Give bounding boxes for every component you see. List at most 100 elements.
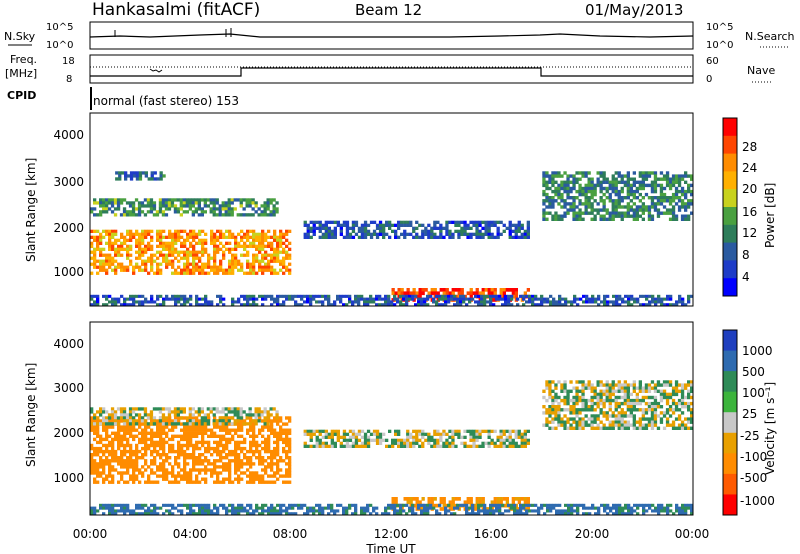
heatmap-cell (354, 441, 359, 445)
heatmap-cell (261, 425, 265, 429)
heatmap-cell (597, 297, 601, 301)
heatmap-cell (499, 500, 503, 505)
heatmap-cell (635, 217, 639, 221)
heatmap-cell (191, 198, 195, 202)
heatmap-cell (659, 405, 664, 409)
heatmap-cell (457, 435, 461, 439)
heatmap-cell (572, 174, 576, 178)
heatmap-cell (264, 268, 268, 272)
heatmap-cell (629, 205, 633, 209)
heatmap-cell (537, 297, 541, 301)
heatmap-cell (168, 229, 172, 233)
heatmap-cell (659, 211, 664, 215)
heatmap-cell (405, 303, 409, 307)
heatmap-cell (590, 189, 594, 194)
heatmap-cell (617, 214, 621, 218)
heatmap-cell (207, 449, 211, 454)
heatmap-cell (526, 288, 530, 292)
heatmap-cell (210, 462, 214, 466)
heatmap-cell (680, 386, 685, 390)
heatmap-cell (505, 226, 509, 230)
heatmap-cell (641, 398, 645, 403)
heatmap-cell (650, 411, 655, 415)
heatmap-cell (108, 253, 112, 257)
heatmap-cell (363, 235, 368, 239)
heatmap-cell (397, 291, 401, 296)
heatmap-cell (134, 419, 139, 423)
heatmap-cell (236, 407, 240, 411)
heatmap-cell (192, 256, 196, 260)
heatmap-cell (558, 503, 562, 507)
heatmap-cell (489, 303, 493, 307)
heatmap-cell (234, 440, 238, 445)
heatmap-cell (551, 177, 555, 181)
heatmap-cell (225, 268, 229, 272)
heatmap-cell (234, 247, 238, 251)
heatmap-cell (282, 480, 286, 484)
heatmap-cell (177, 259, 181, 263)
heatmap-cell (258, 431, 262, 435)
heatmap-cell (457, 232, 461, 236)
heatmap-cell (239, 410, 243, 414)
heatmap-cell (412, 288, 416, 292)
heatmap-cell (375, 303, 379, 307)
heatmap-cell (545, 171, 549, 175)
heatmap-cell (403, 232, 407, 236)
heatmap-cell (174, 506, 178, 510)
heatmap-cell (324, 506, 328, 510)
heatmap-cell (156, 262, 160, 266)
heatmap-cell (363, 506, 367, 510)
heatmap-cell (231, 235, 235, 239)
heatmap-cell (114, 238, 118, 242)
heatmap-cell (222, 303, 226, 307)
heatmap-cell (563, 214, 567, 218)
heatmap-cell (653, 401, 658, 406)
heatmap-cell (481, 429, 485, 433)
heatmap-cell (360, 435, 365, 439)
heatmap-cell (170, 410, 175, 414)
heatmap-cell (644, 411, 649, 415)
heatmap-cell (105, 241, 109, 245)
heatmap-cell (481, 235, 485, 239)
heatmap-cell (569, 408, 573, 412)
heatmap-cell (641, 180, 645, 184)
heatmap-cell (603, 297, 607, 301)
heatmap-cell (629, 383, 633, 387)
heatmap-cell (264, 265, 268, 269)
heatmap-cell (90, 271, 94, 275)
heatmap-cell (239, 204, 243, 208)
heatmap-cell (674, 186, 679, 191)
heatmap-cell (237, 268, 241, 272)
heatmap-cell (557, 189, 561, 194)
heatmap-cell (674, 202, 679, 206)
heatmap-cell (617, 383, 621, 387)
heatmap-cell (597, 303, 601, 307)
heatmap-cell (490, 232, 494, 236)
heatmap-cell (345, 235, 350, 239)
heatmap-cell (477, 294, 481, 298)
heatmap-cell (105, 503, 109, 507)
heatmap-cell (108, 506, 112, 510)
heatmap-cell (129, 171, 134, 175)
heatmap-cell (687, 380, 691, 384)
heatmap-cell (237, 428, 241, 432)
heatmap-cell (406, 435, 410, 439)
heatmap-cell (508, 429, 512, 433)
heatmap-cell (684, 303, 688, 307)
heatmap-cell (207, 462, 211, 466)
heatmap-cell (426, 506, 430, 510)
heatmap-cell (222, 235, 226, 239)
heatmap-cell (155, 407, 160, 411)
heatmap-cell (333, 303, 337, 307)
heatmap-cell (126, 431, 130, 435)
heatmap-cell (137, 204, 142, 208)
heatmap-cell (198, 303, 202, 307)
heatmap-cell (249, 477, 253, 481)
heatmap-cell (288, 271, 292, 275)
heatmap-cell (448, 429, 452, 433)
freq-unit-label: [MHz] (5, 67, 37, 80)
heatmap-cell (324, 235, 328, 239)
heatmap-cell (252, 259, 256, 263)
heatmap-cell (282, 247, 286, 251)
heatmap-cell (463, 435, 467, 439)
